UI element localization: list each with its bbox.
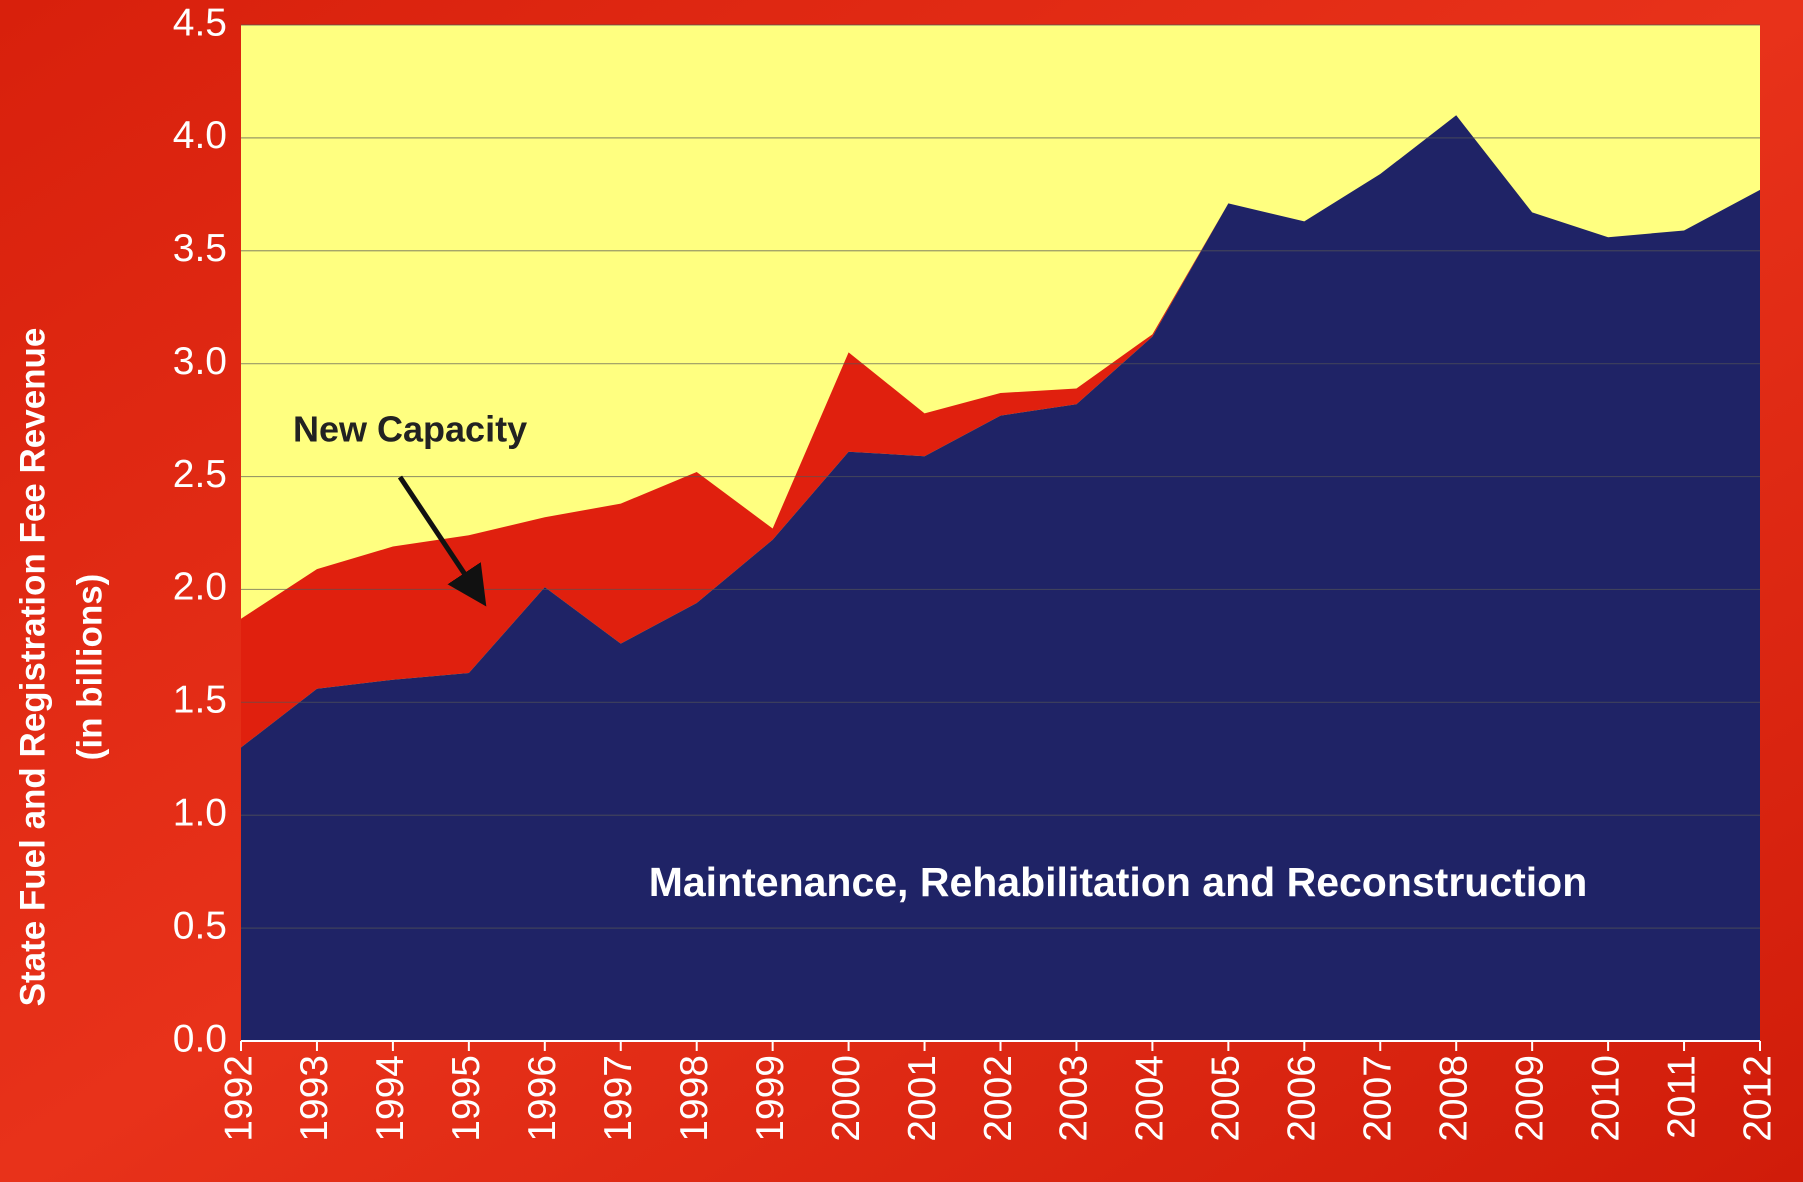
- x-tick-label: 2009: [1508, 1055, 1551, 1142]
- y-axis-subtitle: (in billions): [70, 574, 109, 761]
- area: [241, 115, 1760, 1042]
- x-tick-label: 2001: [901, 1055, 944, 1142]
- x-tick-label: 1997: [597, 1055, 640, 1142]
- x-tick-label: 1998: [673, 1055, 716, 1142]
- x-tick-label: 2008: [1432, 1055, 1475, 1142]
- series-label: New Capacity: [293, 409, 527, 450]
- y-axis-title: State Fuel and Registration Fee Revenue: [13, 328, 52, 1007]
- x-tick-label: 1995: [445, 1055, 488, 1142]
- y-tick-label: 4.0: [173, 114, 227, 157]
- y-tick-label: 3.5: [173, 227, 227, 270]
- y-tick-label: 4.5: [173, 1, 227, 44]
- x-tick-label: 2005: [1205, 1055, 1248, 1142]
- x-tick-label: 1996: [521, 1055, 564, 1142]
- x-tick-label: 1992: [217, 1055, 260, 1142]
- x-tick-label: 2006: [1281, 1055, 1324, 1142]
- annotation-arrow: [397, 475, 487, 607]
- y-tick-label: 2.0: [173, 566, 227, 609]
- y-tick-label: 0.5: [173, 904, 227, 947]
- x-tick-label: 2003: [1053, 1055, 1096, 1142]
- series-label: Maintenance, Rehabilitation and Reconstr…: [649, 859, 1588, 905]
- x-tick-label: 1993: [293, 1055, 336, 1142]
- x-tick-label: 1994: [369, 1055, 412, 1142]
- y-tick-label: 3.0: [173, 340, 227, 383]
- y-tick-label: 0.0: [173, 1017, 227, 1060]
- x-tick-label: 1999: [749, 1055, 792, 1142]
- x-tick-label: 2004: [1129, 1055, 1172, 1142]
- x-tick-label: 2010: [1584, 1055, 1627, 1142]
- x-tick-label: 2011: [1660, 1055, 1703, 1139]
- x-tick-label: 2012: [1736, 1055, 1779, 1142]
- x-tick-label: 2002: [977, 1055, 1020, 1142]
- y-tick-label: 1.0: [173, 792, 227, 835]
- y-tick-label: 1.5: [173, 679, 227, 722]
- x-tick-label: 2000: [825, 1055, 868, 1142]
- x-tick-label: 2007: [1357, 1055, 1400, 1142]
- y-tick-label: 2.5: [173, 453, 227, 496]
